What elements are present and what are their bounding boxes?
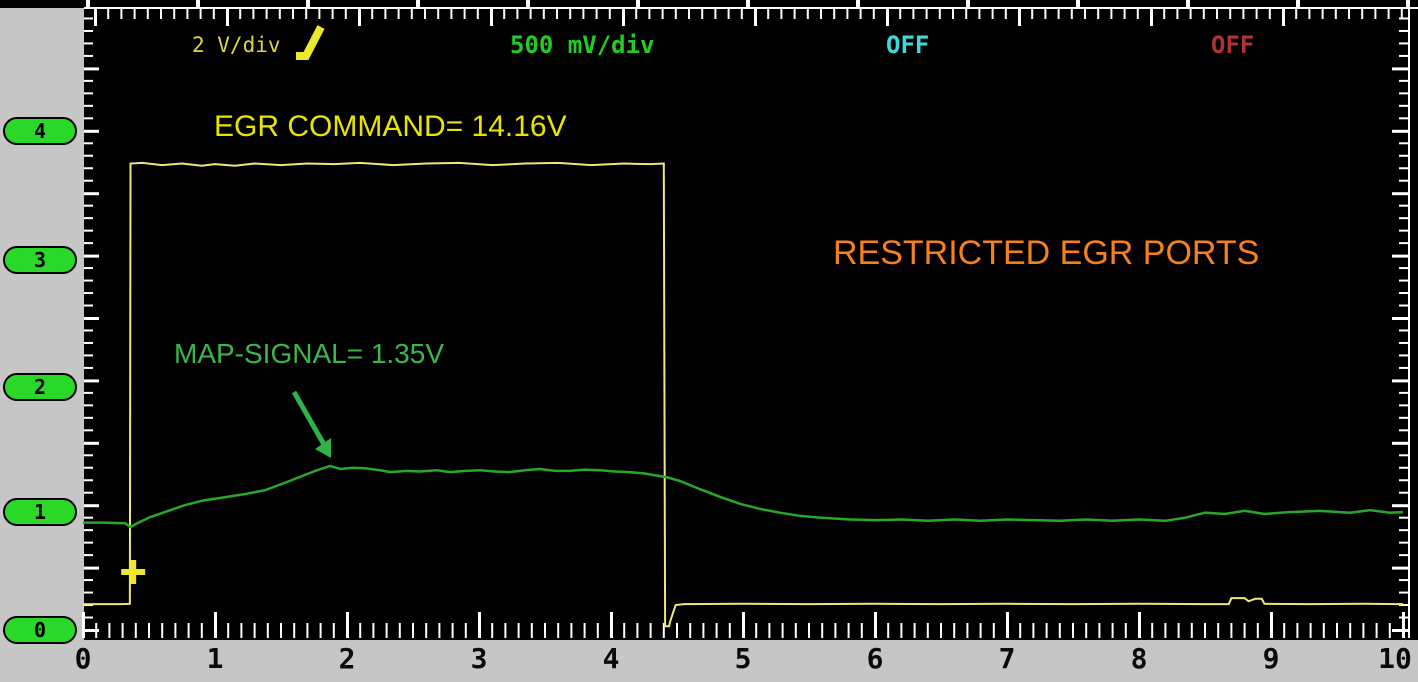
y-axis-pill-3[interactable]: 3	[3, 246, 77, 274]
trigger-marker[interactable]	[121, 559, 146, 584]
x-axis-label-1: 1	[206, 642, 224, 675]
channel-d-off-label[interactable]: OFF	[1211, 31, 1255, 59]
egr-command-annotation: EGR COMMAND= 14.16V	[214, 110, 567, 143]
x-axis-label-9: 9	[1262, 642, 1280, 675]
y-axis-pill-1[interactable]: 1	[3, 498, 77, 526]
x-axis-label-6: 6	[866, 642, 884, 675]
x-axis-label-2: 2	[338, 642, 356, 675]
x-axis-label-4: 4	[602, 642, 620, 675]
x-axis-label-5: 5	[734, 642, 752, 675]
map-signal-trace	[83, 464, 1404, 529]
diagnosis-annotation: RESTRICTED EGR PORTS	[833, 234, 1260, 272]
channel-b-scale-label[interactable]: 500 mV/div	[510, 31, 655, 59]
y-axis-pill-4[interactable]: 4	[3, 117, 77, 145]
x-axis-label-3: 3	[470, 642, 488, 675]
ruler-ticks	[82, 0, 1418, 638]
rising-edge-trigger-icon	[292, 20, 328, 69]
x-axis-label-7: 7	[998, 642, 1016, 675]
channel-a-scale-label[interactable]: 2 V/div	[192, 33, 281, 57]
y-axis-pill-2[interactable]: 2	[3, 373, 77, 401]
x-axis-label-0: 0	[74, 642, 92, 675]
x-axis-label-8: 8	[1130, 642, 1148, 675]
bottom-axis-strip	[0, 640, 1418, 682]
y-axis-pill-0[interactable]: 0	[3, 616, 77, 644]
map-signal-annotation: MAP-SIGNAL= 1.35V	[174, 338, 445, 369]
x-axis-label-10: 10	[1378, 642, 1412, 675]
map-signal-arrow	[291, 390, 331, 458]
egr-command-trace	[83, 161, 1404, 628]
channel-c-off-label[interactable]: OFF	[886, 31, 930, 59]
